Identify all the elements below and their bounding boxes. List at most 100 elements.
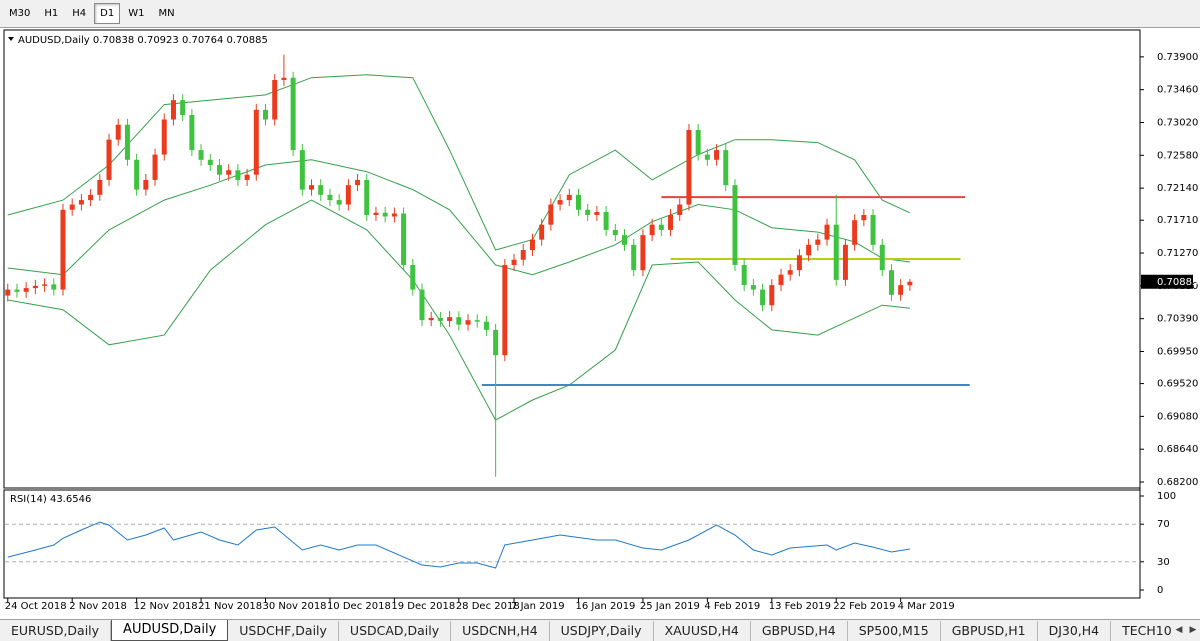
candle-body xyxy=(898,285,904,295)
candle-body xyxy=(732,185,738,265)
rsi-y-tick-label: 100 xyxy=(1157,491,1176,502)
candle-body xyxy=(603,212,609,230)
main-panel xyxy=(3,29,1141,489)
y-tick-label: 0.73460 xyxy=(1157,85,1198,96)
y-tick-label: 0.69520 xyxy=(1157,379,1198,390)
candle-body xyxy=(631,244,637,271)
timeframe-button[interactable]: M30 xyxy=(9,8,31,19)
x-tick-label: 30 Nov 2018 xyxy=(263,601,327,612)
chart-tab[interactable]: USDJPY,Daily xyxy=(550,621,654,641)
tab-scroll: ◀ ▶ xyxy=(1172,620,1200,640)
candle-body xyxy=(410,264,416,290)
candle-body xyxy=(299,150,305,190)
y-tick-label: 0.70390 xyxy=(1157,314,1198,325)
chart-title: AUDUSD,Daily 0.70838 0.70923 0.70764 0.7… xyxy=(18,35,268,46)
rsi-line xyxy=(7,521,910,569)
candle-body xyxy=(640,235,646,271)
candle-body xyxy=(32,285,38,289)
y-tick-label: 0.72140 xyxy=(1157,183,1198,194)
candle-body xyxy=(750,285,756,290)
candle-body xyxy=(548,204,554,225)
candle-body xyxy=(769,285,775,306)
candle-body xyxy=(778,274,784,286)
candle-body xyxy=(97,179,103,195)
candle-body xyxy=(198,150,204,160)
scroll-left[interactable]: ◀ xyxy=(1175,625,1183,635)
candle-body xyxy=(594,212,600,215)
chart-tab[interactable]: SP500,M15 xyxy=(848,621,941,641)
candle-body xyxy=(474,320,480,322)
candle-body xyxy=(741,264,747,286)
chart-tab[interactable]: DJ30,H4 xyxy=(1038,621,1112,641)
candle-body xyxy=(447,317,453,321)
candle-body xyxy=(760,289,766,306)
timeframe-button[interactable]: H1 xyxy=(44,8,59,19)
y-tick-label: 0.71710 xyxy=(1157,215,1198,226)
candle-body xyxy=(575,194,581,210)
timeframe-button[interactable]: MN xyxy=(158,8,175,19)
candle-body xyxy=(382,212,388,217)
candle-body xyxy=(842,244,848,280)
chart-tab[interactable]: GBPUSD,H4 xyxy=(751,621,848,641)
price-tag-label: 0.70885 xyxy=(1157,277,1198,288)
candle-body xyxy=(520,250,526,260)
y-tick-label: 0.69080 xyxy=(1157,411,1198,422)
chart-tab[interactable]: AUDUSD,Daily xyxy=(111,620,229,641)
x-tick-label: 25 Jan 2019 xyxy=(640,601,700,612)
candle-body xyxy=(235,170,241,180)
y-tick-label: 0.71270 xyxy=(1157,248,1198,259)
candle-body xyxy=(483,321,489,330)
x-tick-label: 22 Feb 2019 xyxy=(833,601,895,612)
candle-body xyxy=(723,150,729,186)
chart-tab[interactable]: USDCAD,Daily xyxy=(339,621,452,641)
price-tag-box xyxy=(1141,274,1193,289)
candle-body xyxy=(244,174,250,180)
chart-tab[interactable]: USDCNH,H4 xyxy=(451,621,550,641)
candle-body xyxy=(115,124,121,140)
candle-body xyxy=(23,288,29,292)
candle-body xyxy=(870,214,876,245)
x-tick-label: 10 Dec 2018 xyxy=(327,601,391,612)
chart-tab[interactable]: GBPUSD,H1 xyxy=(941,621,1038,641)
candle-body xyxy=(612,229,618,236)
candle-body xyxy=(106,139,112,180)
y-tick-label: 0.73020 xyxy=(1157,117,1198,128)
candle-body xyxy=(180,100,186,116)
candle-body xyxy=(686,129,692,205)
candle-body xyxy=(658,224,664,230)
timeframe-button[interactable]: W1 xyxy=(128,8,145,19)
symbol-menu-icon[interactable] xyxy=(8,37,14,41)
x-tick-label: 24 Oct 2018 xyxy=(5,601,67,612)
rsi-panel xyxy=(3,489,1141,599)
candle-body xyxy=(143,179,149,190)
rsi-title: RSI(14) 43.6546 xyxy=(10,494,91,505)
chart-tab[interactable]: USDCHF,Daily xyxy=(228,621,339,641)
candle-body xyxy=(345,185,351,205)
candle-body xyxy=(51,284,57,290)
timeframe-button[interactable]: D1 xyxy=(94,3,121,24)
candle-body xyxy=(60,209,66,290)
candle-body xyxy=(907,281,913,286)
candle-body xyxy=(290,77,296,151)
candle-body xyxy=(493,329,499,356)
candle-body xyxy=(391,213,397,217)
candle-body xyxy=(152,154,158,180)
candle-body xyxy=(879,244,885,271)
scroll-right[interactable]: ▶ xyxy=(1189,625,1197,635)
chart-tab[interactable]: XAUUSD,H4 xyxy=(654,621,751,641)
candle-body xyxy=(622,235,628,245)
timeframe-button[interactable]: H4 xyxy=(72,8,87,19)
candle-body xyxy=(852,220,858,245)
candle-body xyxy=(189,115,195,151)
candle-body xyxy=(861,214,867,221)
chart-tab[interactable]: EURUSD,Daily xyxy=(0,621,112,641)
candle-body xyxy=(263,109,269,120)
candle-body xyxy=(281,77,287,80)
y-tick-label: 0.68200 xyxy=(1157,477,1198,488)
y-tick-label: 0.72580 xyxy=(1157,150,1198,161)
candle-body xyxy=(78,200,84,205)
candle-body xyxy=(806,244,812,256)
candle-body xyxy=(207,159,213,166)
candle-body xyxy=(42,284,48,286)
